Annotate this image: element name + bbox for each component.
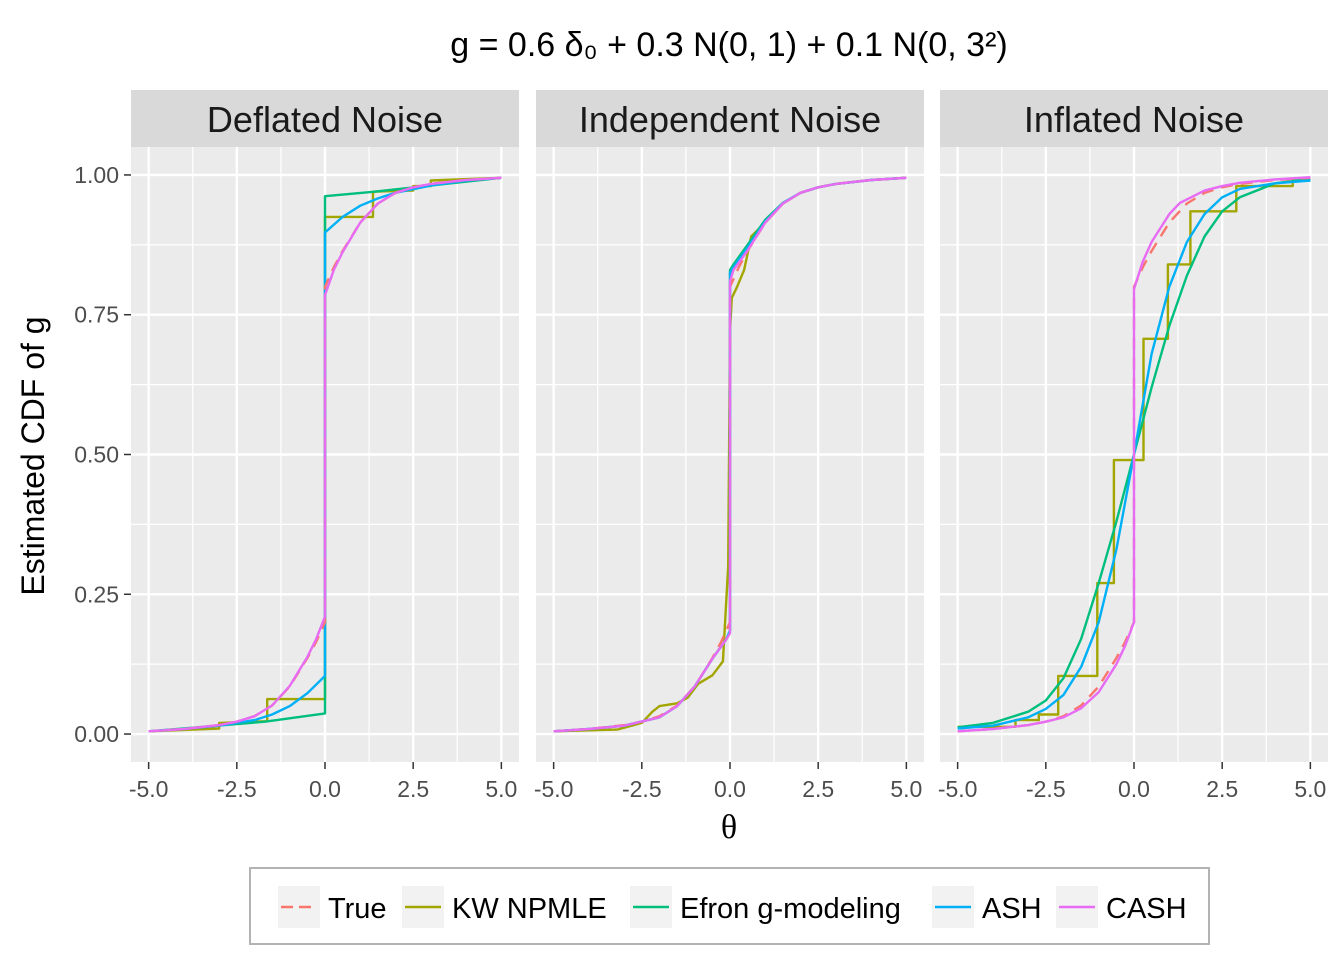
x-tick-label: -5.0 — [129, 776, 169, 802]
legend-item: CASH — [1056, 886, 1187, 928]
series-line-cash — [957, 176, 1311, 733]
legend-item: Efron g-modeling — [630, 886, 901, 928]
x-axis-label: θ — [721, 809, 737, 846]
panel-title: Deflated Noise — [207, 99, 443, 140]
x-tick-label: 5.0 — [890, 776, 922, 802]
panel-strip — [131, 90, 519, 147]
legend-label: KW NPMLE — [452, 893, 607, 925]
x-tick-label: 2.5 — [397, 776, 429, 802]
y-tick-label: 0.50 — [74, 442, 119, 468]
y-tick-label: 0.75 — [74, 302, 119, 328]
chart-title: g = 0.6 δ₀ + 0.3 N(0, 1) + 0.1 N(0, 3²) — [450, 26, 1007, 64]
y-tick-label: 1.00 — [74, 162, 119, 188]
x-tick-label: 5.0 — [485, 776, 517, 802]
x-tick-label: 0.0 — [714, 776, 746, 802]
panel-1: Independent Noise -5.0 -2.5 0.0 2.5 5.0 — [534, 90, 924, 802]
legend-label: True — [328, 893, 387, 925]
legend-label: ASH — [982, 893, 1042, 925]
y-axis-label: Estimated CDF of g — [15, 316, 51, 595]
x-tick-label: 2.5 — [1206, 776, 1238, 802]
legend-label: CASH — [1106, 893, 1187, 925]
x-tick-label: 2.5 — [802, 776, 834, 802]
legend-item: KW NPMLE — [402, 886, 607, 928]
x-tick-label: -5.0 — [534, 776, 574, 802]
x-tick-label: -2.5 — [217, 776, 257, 802]
panel-2: Inflated Noise -5.0 -2.5 0.0 2.5 5.0 — [938, 90, 1328, 802]
legend-item: True — [278, 886, 387, 928]
panel-strip — [940, 90, 1328, 147]
legend-item: ASH — [932, 886, 1042, 928]
x-tick-label: -5.0 — [938, 776, 978, 802]
series-line-cash — [553, 176, 907, 733]
panel-title: Inflated Noise — [1024, 99, 1244, 140]
x-tick-label: 0.0 — [1118, 776, 1150, 802]
y-tick-label: 0.00 — [74, 721, 119, 747]
panel-0: Deflated Noise -5.0 -2.5 0.0 2.5 5.0 0.00 0.25 0… — [74, 90, 519, 802]
x-tick-label: -2.5 — [1026, 776, 1066, 802]
panel-strip — [536, 90, 924, 147]
x-tick-label: 5.0 — [1294, 776, 1326, 802]
legend: True KW NPMLE Efron g-modeling ASH CASH — [249, 867, 1210, 945]
y-tick-label: 0.25 — [74, 581, 119, 607]
panel-title: Independent Noise — [579, 99, 881, 140]
legend-label: Efron g-modeling — [680, 893, 901, 925]
x-tick-label: -2.5 — [622, 776, 662, 802]
x-tick-label: 0.0 — [309, 776, 341, 802]
series-line-cash — [148, 176, 502, 733]
